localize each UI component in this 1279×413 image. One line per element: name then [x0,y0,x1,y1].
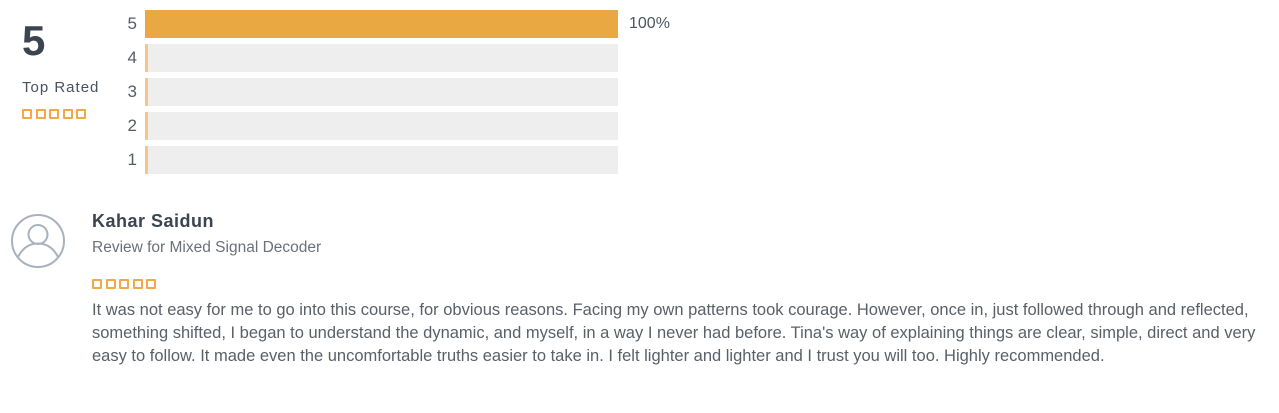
rating-bars: 5 100% 4 3 2 1 [105,10,670,174]
star-icon [62,109,73,119]
rating-overview-label: Top Rated [22,79,100,96]
bar-row: 1 [105,146,670,174]
star-icon [105,279,116,289]
bar-row: 2 [105,112,670,140]
bar-category-label: 1 [127,150,137,169]
bar-category-label: 4 [127,48,137,67]
bar-row: 4 [105,44,670,72]
bar-track [145,146,618,174]
star-icon [146,279,156,289]
bar-category-label: 3 [127,82,137,101]
bar-track [145,44,618,72]
star-icon [92,279,102,289]
rating-overview-stars [22,109,132,119]
star-icon [49,109,59,119]
review-stars [92,279,1272,289]
bar-track [145,112,618,140]
rating-distribution-chart: 5 100% 4 3 2 1 [105,10,670,180]
review-header: Kahar Saidun Review for Mixed Signal Dec… [92,211,1272,257]
bar-row: 5 100% [105,10,670,38]
bar-value-label: 100% [629,15,670,32]
bar-tick [145,146,148,174]
bar-category-label: 2 [127,116,137,135]
review-subtitle: Review for Mixed Signal Decoder [92,239,322,256]
bar-tick [145,44,148,72]
user-avatar-icon [11,214,65,268]
bar-category-label: 5 [127,14,137,33]
review-author: Kahar Saidun [92,211,215,231]
bar-row: 3 [105,78,670,106]
rating-score: 5 [22,17,46,64]
bar-track [145,78,618,106]
review-card: Kahar Saidun Review for Mixed Signal Dec… [10,211,1272,368]
rating-overview: 5 Top Rated [22,20,132,119]
bar-tick [145,112,148,140]
review-body: It was not easy for me to go into this c… [92,301,1256,365]
bar-fill [145,10,618,38]
star-icon [35,109,46,119]
star-icon [119,279,129,289]
star-icon [22,109,32,119]
bar-tick [145,78,148,106]
bar-track [145,10,618,38]
star-icon [132,279,143,289]
star-icon [76,109,86,119]
